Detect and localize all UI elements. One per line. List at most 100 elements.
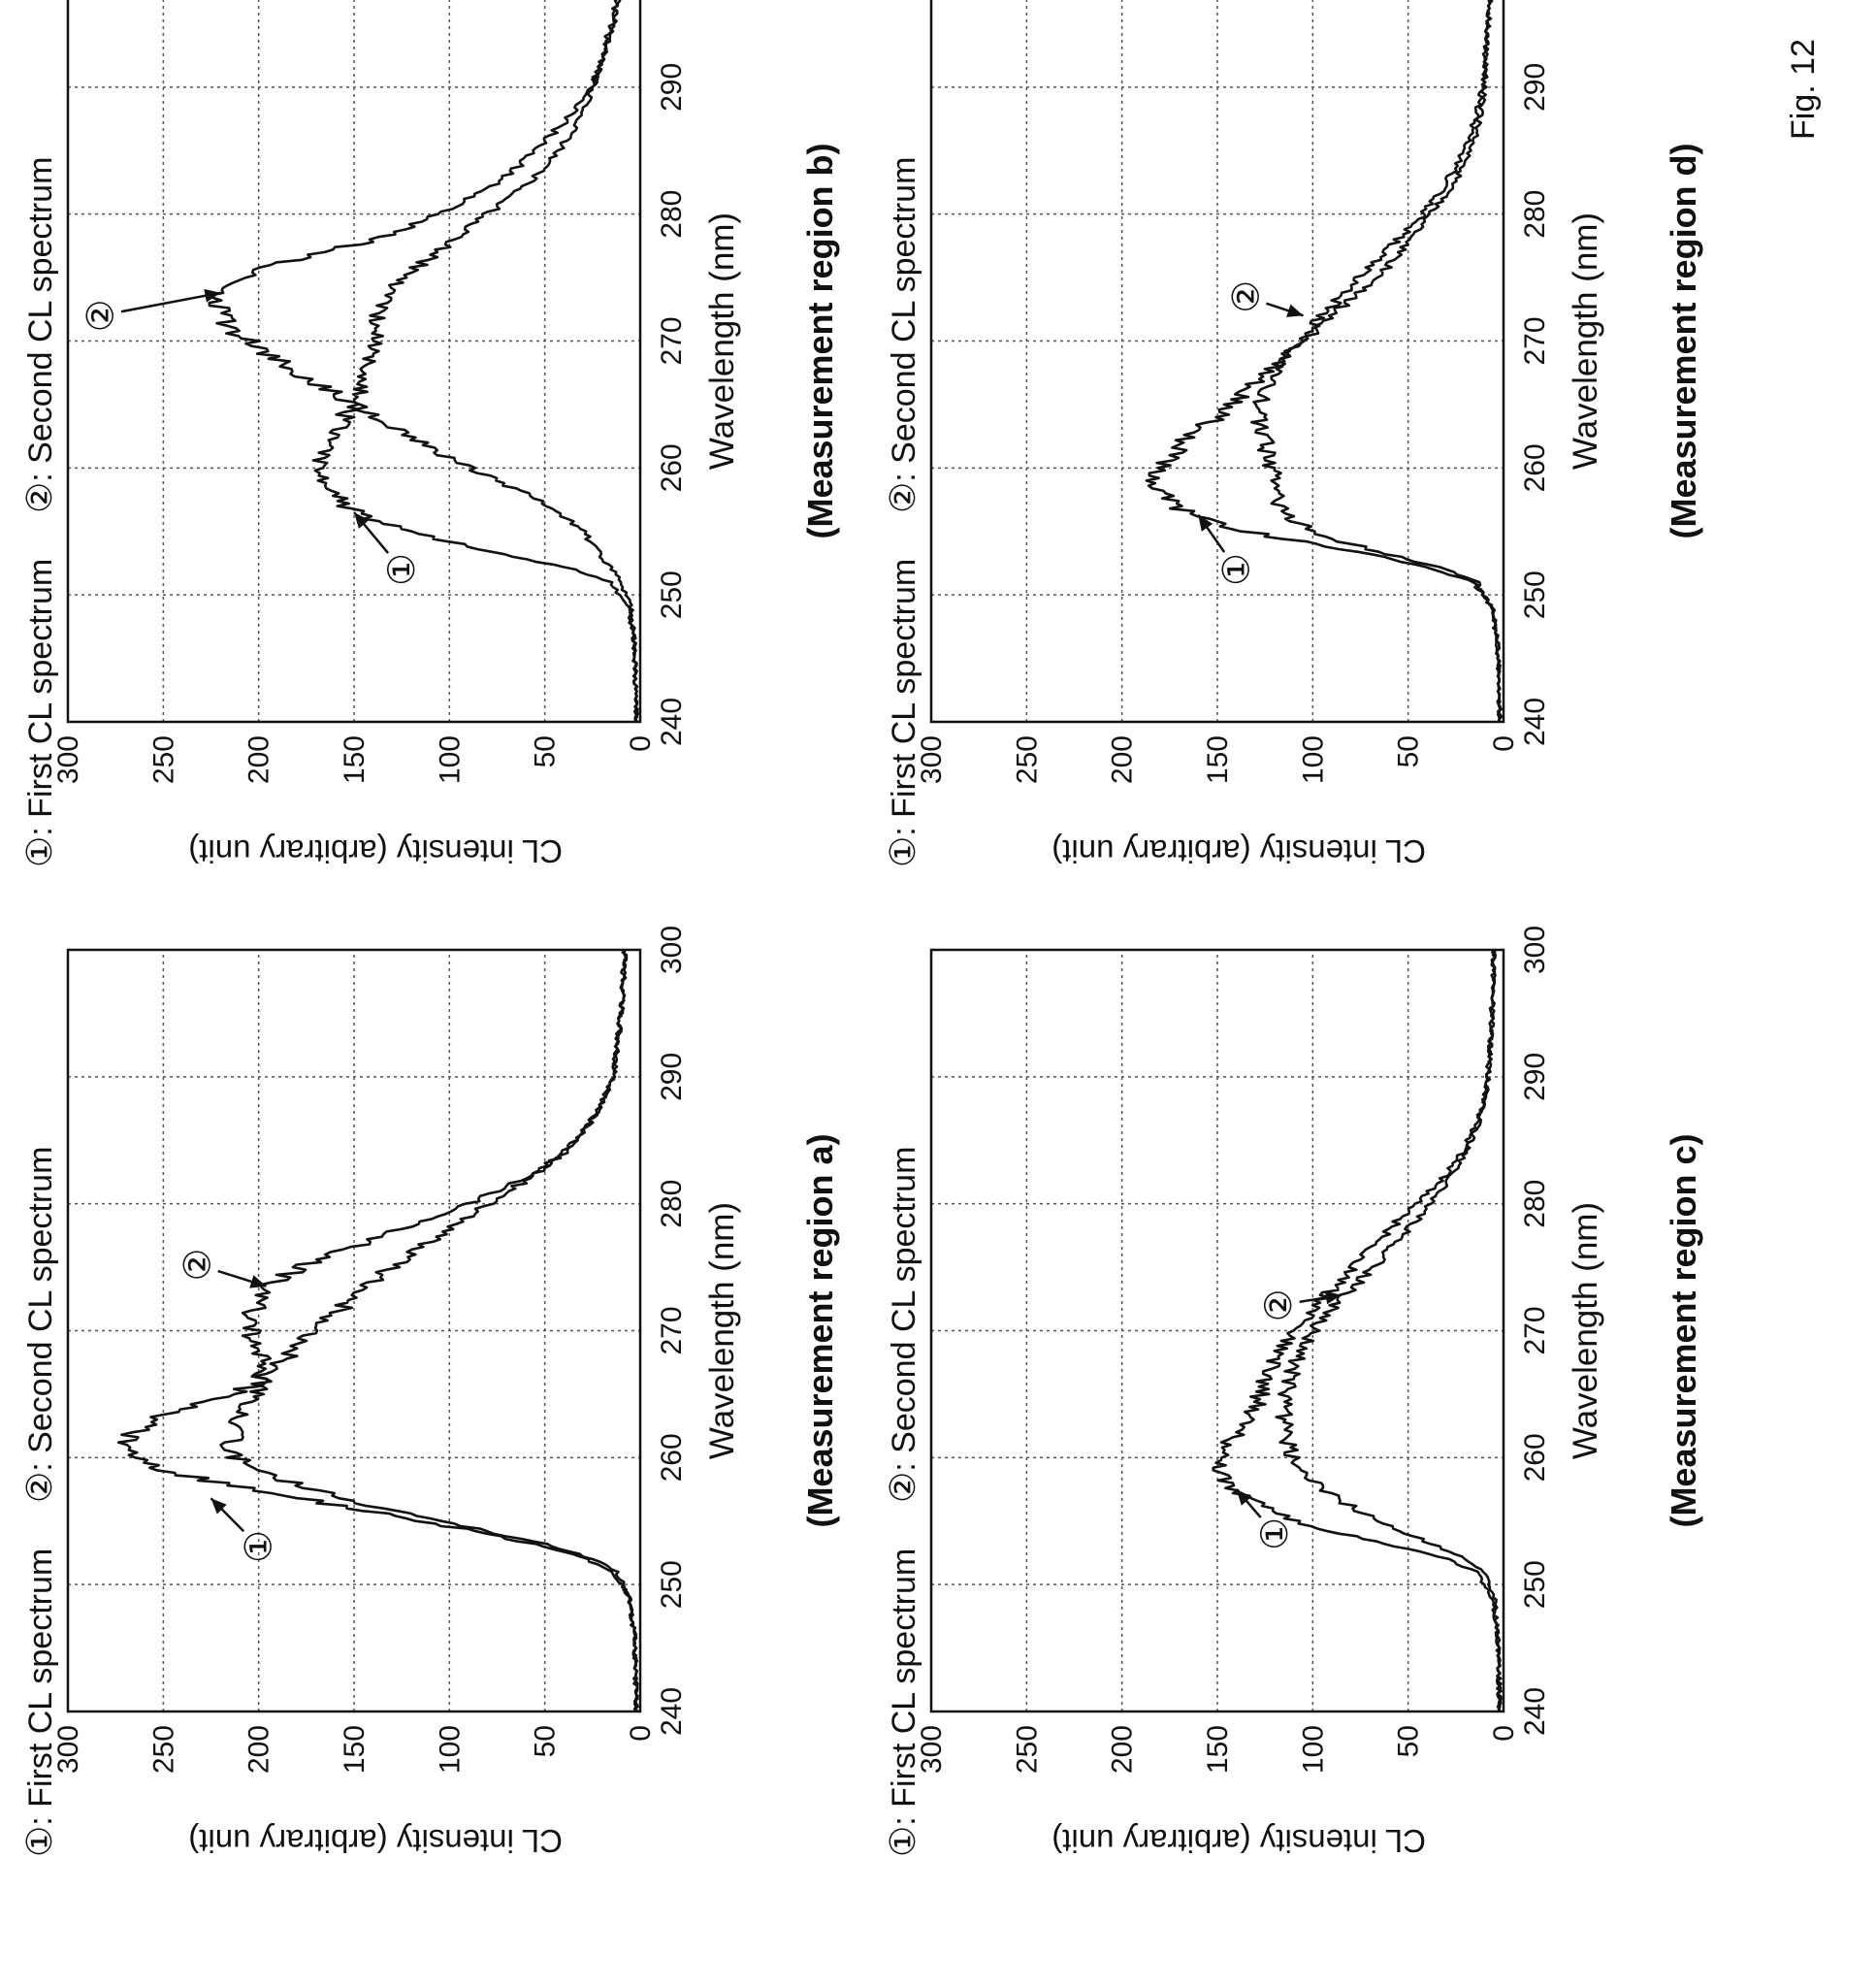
y-tick-label: 100	[1297, 1725, 1329, 1774]
y-tick-label: 50	[530, 1725, 562, 1757]
x-tick-label: 240	[1519, 698, 1551, 746]
x-tick-label: 270	[1519, 316, 1551, 365]
y-axis-label: CL intensity (arbitrary unit)	[188, 1823, 563, 1859]
callout-marker-first: ①	[1215, 553, 1258, 586]
y-tick-label: 150	[1202, 735, 1234, 784]
x-tick-label: 240	[656, 698, 688, 746]
y-tick-label: 200	[243, 1725, 275, 1774]
x-tick-label: 290	[656, 63, 688, 112]
series-line-first	[1212, 949, 1503, 1712]
y-tick-label: 50	[530, 735, 562, 767]
plot-frame	[66, 0, 642, 724]
x-tick-label: 240	[656, 1687, 688, 1736]
y-tick-label: 250	[1011, 735, 1043, 784]
y-tick-label: 300	[52, 735, 84, 784]
figure-canvas: Fig. 12 ①: First CL spectrum ②: Second CL…	[0, 0, 1822, 1876]
arrow-head-icon	[354, 512, 370, 529]
x-tick-label: 260	[1519, 443, 1551, 492]
arrow-head-icon	[1236, 1489, 1252, 1506]
x-tick-label: 250	[656, 570, 688, 619]
arrow-head-icon	[1324, 1290, 1342, 1305]
x-tick-label: 290	[656, 1053, 688, 1101]
series-line-second	[1249, 0, 1502, 723]
y-tick-label: 300	[916, 735, 948, 784]
series-line-first	[311, 0, 640, 723]
y-tick-label: 250	[147, 1725, 179, 1774]
x-tick-label: 260	[656, 443, 688, 492]
y-tick-label: 100	[434, 735, 466, 784]
series-line-second	[208, 0, 639, 723]
x-tick-label: 260	[1519, 1433, 1551, 1482]
region-caption: (Measurement region b)	[800, 143, 840, 539]
plot-area: 240250260270280290300050100150200250300①…	[52, 0, 688, 784]
y-tick-label: 250	[1011, 1725, 1043, 1774]
y-tick-label: 100	[434, 1725, 466, 1774]
arrow-head-icon	[249, 1275, 267, 1288]
x-tick-label: 250	[1519, 570, 1551, 619]
series-line-second	[1275, 949, 1503, 1712]
chart-panel-b: ①: First CL spectrum ②: Second CL spectru…	[0, 0, 931, 887]
x-axis-label: Wavelength (nm)	[703, 212, 741, 471]
arrow-head-icon	[204, 288, 221, 303]
x-tick-label: 300	[1519, 926, 1551, 974]
region-caption: (Measurement region d)	[1664, 143, 1703, 539]
plot-area: 240250260270280290300050100150200250300①…	[52, 926, 688, 1774]
x-tick-label: 270	[656, 1306, 688, 1354]
region-caption: (Measurement region c)	[1664, 1133, 1703, 1528]
y-tick-label: 300	[52, 1725, 84, 1774]
callout-marker-second: ②	[177, 1248, 219, 1281]
y-tick-label: 100	[1297, 735, 1329, 784]
x-tick-label: 290	[1519, 1053, 1551, 1101]
chart-panel-a: ①: First CL spectrum ②: Second CL spectru…	[0, 887, 931, 1876]
chart-panel-d: ①: First CL spectrum ②: Second CL spectru…	[863, 0, 1795, 887]
y-axis-label: CL intensity (arbitrary unit)	[188, 833, 563, 869]
arrow-head-icon	[1286, 304, 1304, 317]
x-tick-label: 250	[656, 1560, 688, 1609]
y-tick-label: 150	[1202, 1725, 1234, 1774]
callout-marker-second: ②	[79, 299, 121, 332]
plot-frame	[66, 948, 642, 1713]
x-axis-label: Wavelength (nm)	[1567, 1201, 1604, 1460]
x-tick-label: 280	[1519, 190, 1551, 239]
series-line-first	[116, 949, 640, 1712]
x-axis-label: Wavelength (nm)	[703, 1201, 741, 1460]
x-tick-label: 240	[1519, 1687, 1551, 1736]
x-tick-label: 300	[656, 926, 688, 974]
arrow-head-icon	[210, 1498, 227, 1515]
x-tick-label: 270	[1519, 1306, 1551, 1354]
plot-area: 240250260270280290300050100150200250300①…	[916, 926, 1551, 1774]
x-tick-label: 270	[656, 316, 688, 365]
series-line-first	[1145, 0, 1504, 723]
y-tick-label: 0	[1488, 1725, 1520, 1742]
x-tick-label: 290	[1519, 63, 1551, 112]
y-tick-label: 50	[1393, 1725, 1425, 1757]
x-tick-label: 280	[1519, 1180, 1551, 1228]
y-tick-label: 0	[625, 1725, 657, 1742]
arrow-head-icon	[1198, 514, 1213, 532]
plot-frame	[929, 948, 1505, 1713]
callout-marker-first: ①	[238, 1530, 280, 1563]
y-tick-label: 150	[339, 735, 371, 784]
y-tick-label: 0	[625, 735, 657, 752]
y-tick-label: 0	[1488, 735, 1520, 752]
plot-frame	[929, 0, 1505, 724]
y-tick-label: 250	[147, 735, 179, 784]
y-tick-label: 50	[1393, 735, 1425, 767]
y-tick-label: 300	[916, 1725, 948, 1774]
y-axis-label: CL intensity (arbitrary unit)	[1051, 1823, 1426, 1859]
x-axis-label: Wavelength (nm)	[1567, 212, 1604, 471]
callout-marker-second: ②	[1225, 280, 1268, 313]
y-tick-label: 150	[339, 1725, 371, 1774]
x-tick-label: 260	[656, 1433, 688, 1482]
x-tick-label: 250	[1519, 1560, 1551, 1609]
y-axis-label: CL intensity (arbitrary unit)	[1051, 833, 1426, 869]
plot-area: 240250260270280290300050100150200250300①…	[916, 0, 1551, 784]
series-line-second	[219, 949, 639, 1712]
x-tick-label: 280	[656, 190, 688, 239]
y-tick-label: 200	[1107, 735, 1139, 784]
y-tick-label: 200	[243, 735, 275, 784]
y-tick-label: 200	[1107, 1725, 1139, 1774]
callout-marker-second: ②	[1257, 1288, 1300, 1321]
callout-marker-first: ①	[380, 553, 423, 586]
chart-panel-c: ①: First CL spectrum ②: Second CL spectru…	[863, 887, 1795, 1876]
